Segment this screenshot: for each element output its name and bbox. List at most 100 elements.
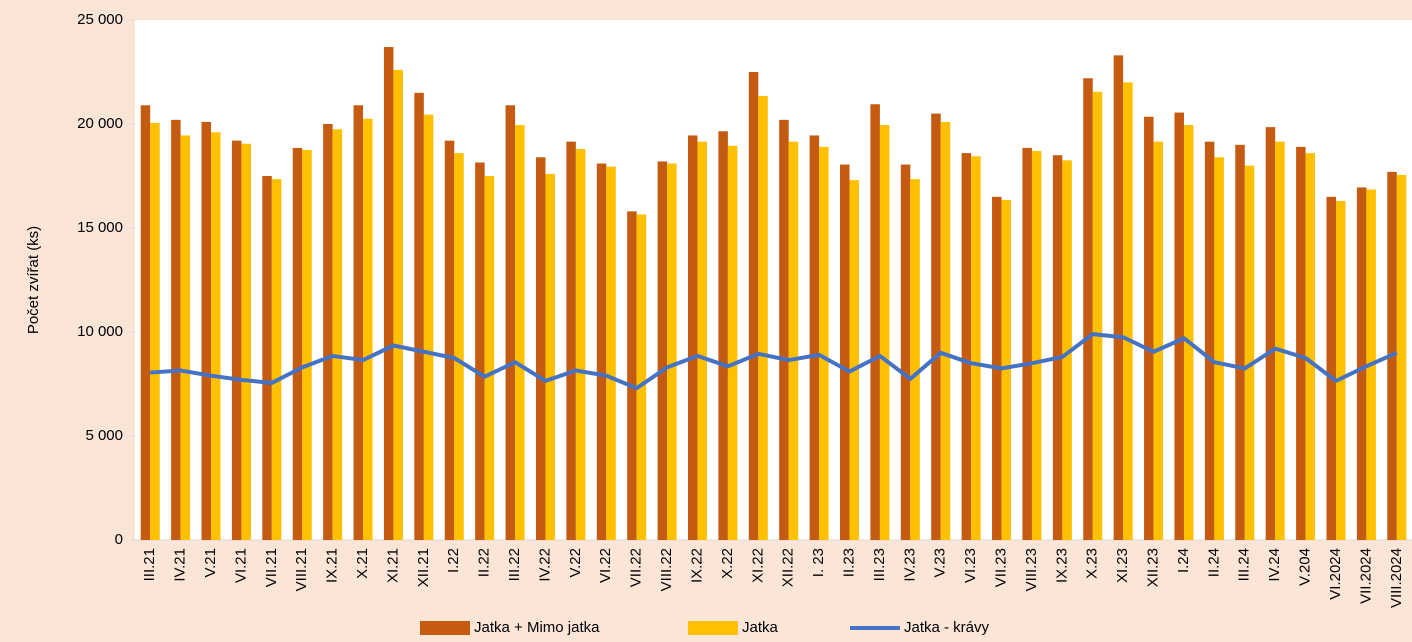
legend-label: Jatka + Mimo jatka xyxy=(474,619,600,636)
bar xyxy=(1204,141,1215,540)
bar xyxy=(1031,151,1042,541)
x-tick-label: III.24 xyxy=(1236,548,1253,581)
x-tick-label: III.22 xyxy=(506,548,523,581)
bar xyxy=(870,104,880,541)
bar xyxy=(748,72,759,540)
legend-label: Jatka xyxy=(742,619,779,636)
bar xyxy=(1144,116,1154,540)
bar xyxy=(505,105,516,540)
bar xyxy=(1083,78,1093,541)
bar xyxy=(231,140,242,540)
bar xyxy=(545,173,555,541)
bar xyxy=(1296,146,1306,540)
x-tick-label: IV.24 xyxy=(1266,548,1283,582)
x-tick-label: VI.21 xyxy=(232,548,249,583)
x-tick-label: VII.23 xyxy=(993,548,1010,587)
bar xyxy=(575,148,586,540)
bar xyxy=(636,214,647,541)
bar xyxy=(1244,165,1255,540)
plot-area xyxy=(135,20,1412,540)
x-tick-label: II.23 xyxy=(840,548,857,577)
bar xyxy=(1305,153,1316,540)
legend-label: Jatka - krávy xyxy=(904,619,990,636)
bar xyxy=(849,180,860,540)
bar xyxy=(1183,125,1194,540)
bar xyxy=(788,141,799,540)
bar xyxy=(758,95,768,541)
bar xyxy=(323,124,333,540)
x-tick-label: V.22 xyxy=(567,548,584,577)
x-tick-label: VIII.2024 xyxy=(1388,548,1405,608)
bar xyxy=(201,121,212,541)
bar xyxy=(484,176,495,540)
bar xyxy=(353,105,364,540)
bar xyxy=(900,164,911,540)
bar xyxy=(687,135,698,540)
x-tick-label: XI.22 xyxy=(749,548,766,583)
bar xyxy=(444,140,455,540)
bar xyxy=(1062,160,1072,540)
x-tick-label: V.23 xyxy=(932,548,949,577)
bar xyxy=(961,153,972,540)
bar xyxy=(1022,147,1032,541)
x-tick-label: XII.21 xyxy=(415,548,432,587)
bar xyxy=(535,157,546,540)
y-tick-label: 10 000 xyxy=(77,323,123,340)
x-tick-label: XII.23 xyxy=(1145,548,1162,587)
bar xyxy=(211,132,221,540)
x-tick-label: IX.23 xyxy=(1053,548,1070,583)
x-tick-label: IV.23 xyxy=(901,548,918,582)
bar xyxy=(1092,91,1103,540)
bar xyxy=(840,164,850,540)
x-tick-label: I.24 xyxy=(1175,548,1192,573)
bar xyxy=(627,211,637,541)
x-tick-label: VII.21 xyxy=(263,548,280,587)
x-tick-label: III.21 xyxy=(141,548,158,581)
line xyxy=(150,332,1398,391)
x-tick-label: V.204 xyxy=(1297,548,1314,586)
bar xyxy=(1326,196,1336,541)
bar xyxy=(971,156,981,541)
bar xyxy=(910,179,920,540)
y-tick-label: 5 000 xyxy=(85,427,123,444)
y-tick-label: 15 000 xyxy=(77,219,123,236)
bar xyxy=(292,147,303,541)
x-tick-label: VI.22 xyxy=(597,548,614,583)
bar xyxy=(515,125,525,540)
bar xyxy=(606,166,616,540)
bar xyxy=(1396,174,1407,540)
bar xyxy=(1265,127,1276,541)
bar xyxy=(241,143,251,540)
y-axis-label: Počet zvířat (ks) xyxy=(25,226,42,334)
bar xyxy=(393,69,403,541)
bar xyxy=(475,162,485,541)
bar xyxy=(1174,112,1184,540)
x-tick-label: II.22 xyxy=(476,548,493,577)
bar xyxy=(363,118,373,541)
bar xyxy=(1153,141,1164,540)
bar xyxy=(940,121,951,541)
bar xyxy=(931,113,941,540)
bar xyxy=(1123,82,1133,541)
x-tick-label: V.21 xyxy=(202,548,219,577)
bar xyxy=(1275,141,1285,540)
x-tick-label: III.23 xyxy=(871,548,888,581)
x-tick-label: II.24 xyxy=(1205,548,1222,577)
x-tick-label: VI.2024 xyxy=(1327,548,1344,600)
bar xyxy=(667,163,677,540)
bar xyxy=(271,179,282,540)
x-tick-label: IV.22 xyxy=(536,548,553,582)
x-tick-label: VIII.21 xyxy=(293,548,310,591)
x-tick-label: X.22 xyxy=(719,548,736,579)
bar xyxy=(819,146,829,540)
x-tick-label: I.22 xyxy=(445,548,462,573)
bar xyxy=(414,92,424,541)
bar xyxy=(171,119,181,540)
bar xyxy=(718,131,728,540)
x-tick-label: IX.22 xyxy=(688,548,705,583)
bar xyxy=(727,145,738,540)
bar xyxy=(1235,144,1245,541)
bar xyxy=(566,141,576,540)
y-tick-label: 0 xyxy=(115,531,123,548)
bar xyxy=(1001,199,1012,541)
